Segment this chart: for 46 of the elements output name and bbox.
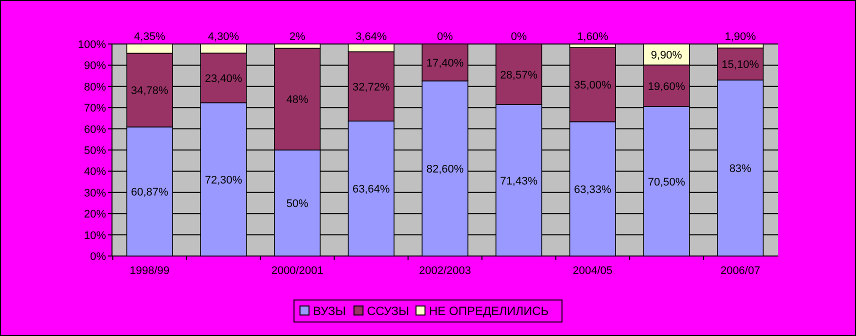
data-label: 4,30% [208,31,240,43]
data-label: 72,30% [204,174,242,186]
data-label: 1,90% [724,31,756,43]
y-tick-label: 60% [84,124,106,136]
data-label: 71,43% [500,175,538,188]
data-label: 70,50% [648,176,686,188]
data-label: 15,10% [722,59,760,72]
data-label: 34,78% [131,85,169,98]
data-label: 3,64% [356,31,387,43]
legend-label: ССУЗЫ [367,304,410,318]
y-tick-label: 40% [84,166,106,178]
data-label: 2% [289,31,306,43]
data-label: 83% [729,163,752,176]
data-label: 35,00% [574,80,612,92]
data-label: 19,60% [648,80,686,93]
y-tick-label: 70% [84,102,106,115]
y-tick-label: 10% [84,230,106,242]
x-tick-label: 2002/2003 [419,265,471,277]
y-tick-label: 80% [84,81,106,94]
x-tick-label: 2006/07 [720,265,760,277]
x-tick-label: 1998/99 [130,265,170,277]
data-label: 60,87% [131,186,169,198]
data-label: 63,33% [574,184,612,196]
x-tick-label: 2000/2001 [271,265,324,277]
y-tick-label: 20% [84,208,106,221]
legend-label: ВУЗЫ [313,304,346,318]
data-label: 48% [286,94,309,106]
data-label: 28,57% [500,69,538,82]
data-label: 4,35% [134,31,166,43]
data-label: 9,90% [650,49,682,62]
data-label: 1,60% [577,31,608,44]
data-label: 50% [286,198,309,210]
data-label: 63,64% [352,184,390,196]
legend-label: НЕ ОПРЕДЕЛИЛИСЬ [429,304,549,318]
data-label: 17,40% [426,57,464,70]
data-label: 23,40% [204,72,242,85]
data-label: 0% [437,31,454,43]
y-tick-label: 100% [78,39,106,51]
y-tick-label: 90% [84,60,106,72]
y-tick-label: 30% [84,187,106,200]
data-label: 0% [510,31,527,43]
y-tick-label: 0% [90,251,106,263]
data-label: 32,72% [352,81,390,94]
y-tick-label: 50% [84,145,106,157]
data-label: 82,60% [426,163,464,176]
x-tick-label: 2004/05 [572,265,613,277]
